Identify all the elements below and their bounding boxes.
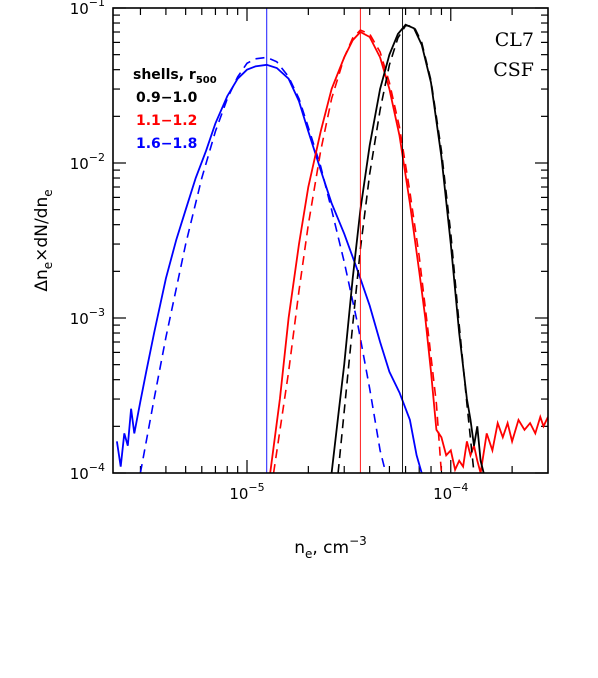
legend-entry-1.1-1.2: 1.1−1.2 [136,113,197,129]
annotation-cl7: CL7 [495,29,534,51]
series-1-solid-line [269,30,548,473]
x-tick-label: 10−5 [229,481,264,503]
series-2-solid-line [330,23,485,473]
series-0-dashed-line [139,56,387,473]
y-axis-title: Δne×dN/dne [32,189,55,291]
x-axis-title: ne, cm−3 [294,534,367,561]
legend-title: shells, r500 [133,67,217,86]
y-tick-label: 10−3 [70,306,105,328]
y-tick-label: 10−2 [70,151,105,173]
series-0-solid-line [116,63,423,473]
x-tick-labels: 10−5 10−4 [229,481,468,503]
series-layer [116,23,548,473]
annotation-csf: CSF [493,59,534,81]
legend-entry-0.9-1.0: 0.9−1.0 [136,90,198,106]
y-tick-label: 10−1 [70,0,105,18]
y-tick-label: 10−4 [70,461,105,483]
series-2-dashed-line [337,24,475,473]
y-tick-labels: 10−4 10−3 10−2 10−1 [70,0,105,483]
series-1-dashed-line [272,29,443,473]
plot-frame [112,7,549,474]
x-tick-label: 10−4 [433,481,468,503]
median-lines [266,8,404,473]
legend: shells, r500 0.9−1.0 1.1−1.2 1.6−1.8 [133,67,217,152]
legend-entry-1.6-1.8: 1.6−1.8 [136,136,197,152]
